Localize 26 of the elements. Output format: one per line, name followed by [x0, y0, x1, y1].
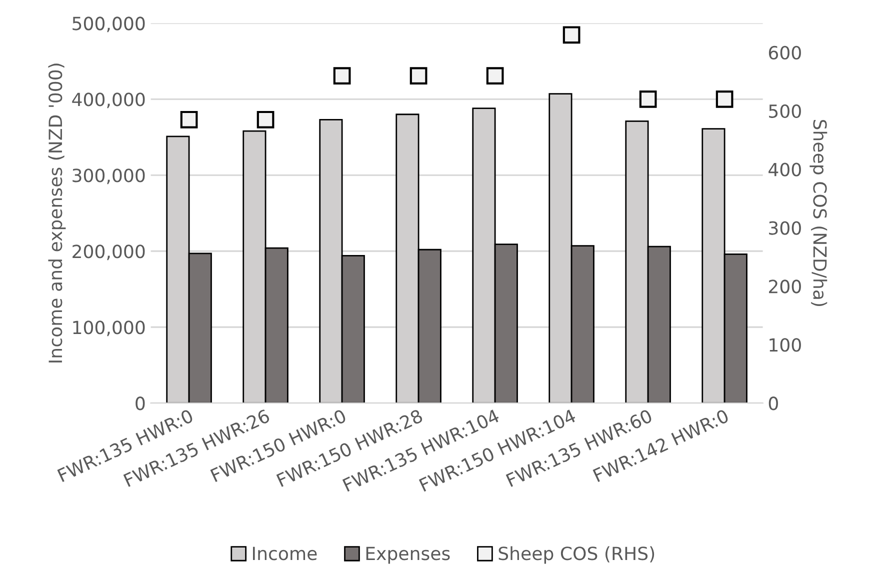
- point: [333, 67, 351, 84]
- y-axis-title: Income and expenses (NZD '000): [48, 64, 66, 362]
- point: [562, 26, 580, 44]
- y2-tick-label: 300: [769, 221, 801, 235]
- legend-label: Income: [253, 546, 317, 560]
- point: [410, 67, 428, 84]
- y2-axis-title: Sheep COS (NZD/ha): [810, 120, 828, 306]
- y2-tick-label: 500: [769, 104, 801, 118]
- legend-label: Sheep COS (RHS): [498, 546, 654, 564]
- y2-tick-label: 200: [769, 280, 801, 294]
- point: [639, 90, 657, 108]
- y-tick-label: 500,000: [72, 16, 145, 32]
- y-tick-label: 0: [136, 396, 145, 410]
- point: [486, 67, 504, 84]
- point: [256, 110, 274, 128]
- y2-tick-label: 400: [768, 162, 801, 176]
- point: [716, 90, 734, 108]
- y-tick-label: 300,000: [72, 168, 145, 184]
- point: [180, 110, 198, 128]
- y-tick-label: 400,000: [72, 92, 145, 108]
- y2-tick-label: 600: [768, 46, 801, 60]
- y-tick-label: 200,000: [72, 244, 145, 260]
- y-tick-label: 100,000: [73, 320, 145, 336]
- y2-tick-label: 0: [768, 396, 778, 410]
- legend-label: Expenses: [366, 546, 450, 564]
- y2-tick-label: 100: [770, 338, 801, 352]
